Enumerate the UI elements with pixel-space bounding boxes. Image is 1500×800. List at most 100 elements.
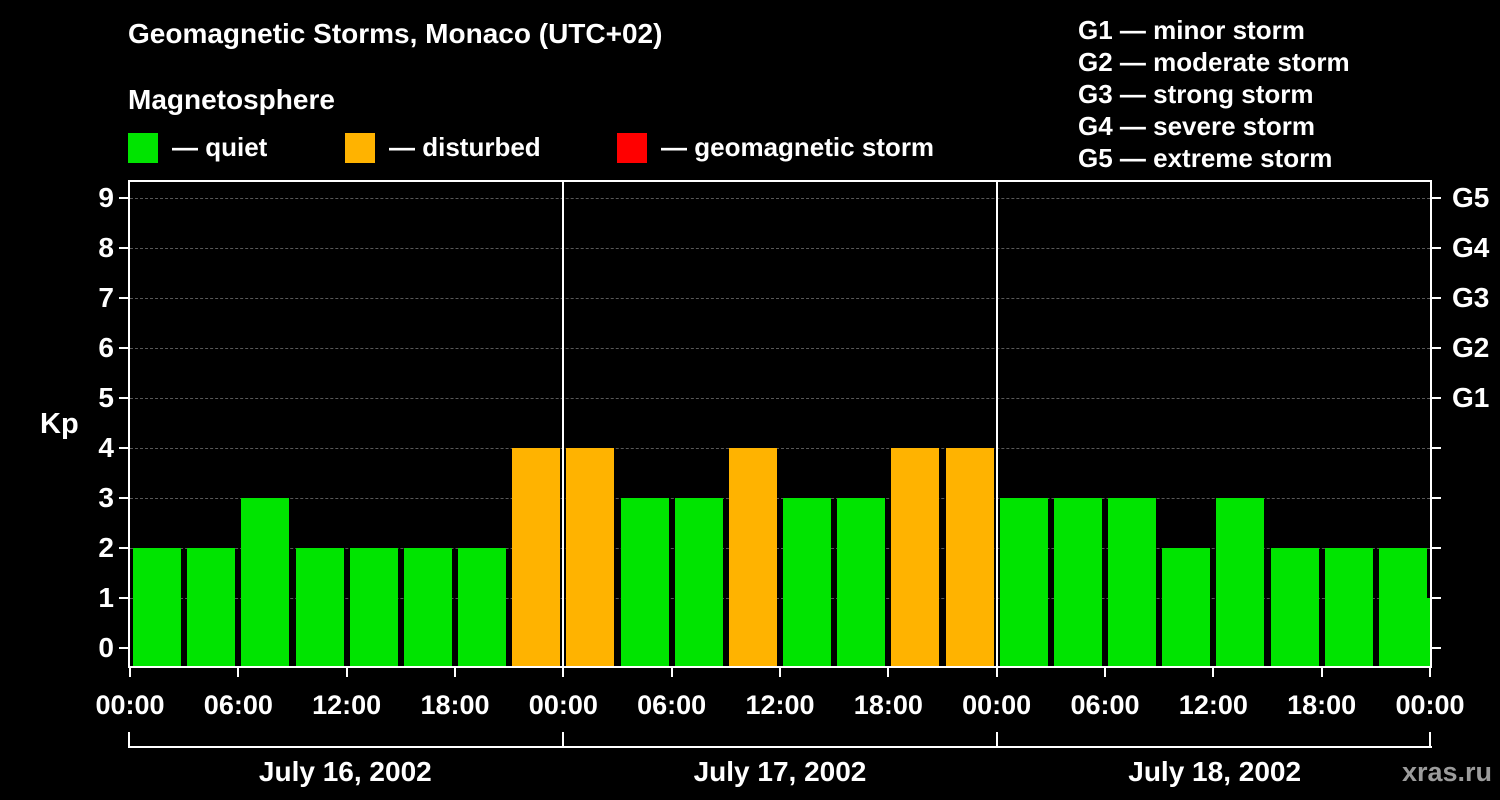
- x-axis-tick: [1104, 668, 1106, 677]
- x-axis-tick: [995, 668, 998, 677]
- x-axis-tick: [1320, 668, 1323, 677]
- kp-bar: [1270, 548, 1319, 666]
- grid-line: [130, 348, 1430, 349]
- storm-scale-item: G4 — severe storm: [1078, 111, 1316, 141]
- y-axis-tick: [119, 547, 128, 549]
- date-axis-tick: [128, 732, 130, 748]
- x-tick-label: 00:00: [962, 690, 1032, 720]
- x-axis-tick: [345, 668, 348, 677]
- grid-line: [130, 298, 1430, 299]
- chart-plot-area: [128, 180, 1432, 668]
- y-tick-label: 9: [98, 182, 114, 213]
- disturbed-swatch: [345, 132, 375, 163]
- y-axis-tick: [1432, 597, 1441, 599]
- kp-bar: [1216, 498, 1265, 666]
- storm-scale-item: G5 — extreme storm: [1078, 143, 1333, 173]
- y-axis-tick: [119, 447, 128, 449]
- storm-scale-item: G1 — minor storm: [1078, 15, 1305, 45]
- legend-label: — disturbed: [389, 132, 541, 162]
- grid-line: [130, 598, 1430, 599]
- kp-bar: [620, 498, 669, 666]
- x-tick-label: 12:00: [745, 690, 815, 720]
- y-axis-tick: [119, 497, 128, 499]
- y-axis-tick: [1432, 447, 1441, 449]
- grid-line: [130, 248, 1430, 249]
- kp-bar: [1108, 498, 1157, 666]
- date-label: July 18, 2002: [1128, 756, 1302, 787]
- x-axis-tick: [237, 668, 240, 677]
- date-axis-tick: [1429, 732, 1431, 748]
- y-axis-tick: [119, 297, 128, 299]
- x-axis-tick: [887, 668, 890, 677]
- grid-line: [130, 448, 1430, 449]
- g-scale-label: G1: [1452, 382, 1490, 413]
- x-axis-tick: [454, 668, 456, 677]
- y-tick-label: 0: [98, 632, 114, 663]
- y-axis-tick: [119, 197, 128, 199]
- x-tick-label: 12:00: [312, 690, 382, 720]
- storm-scale-item: G3 — strong storm: [1078, 79, 1314, 109]
- y-tick-label: 1: [98, 582, 114, 613]
- legend-item: — disturbed: [345, 132, 541, 163]
- x-tick-label: 00:00: [528, 690, 598, 720]
- y-axis-tick: [1432, 347, 1441, 349]
- y-tick-label: 7: [98, 282, 114, 313]
- x-tick-label: 06:00: [1070, 690, 1140, 720]
- grid-line: [130, 548, 1430, 549]
- kp-bar: [891, 448, 940, 666]
- y-axis-tick: [1432, 397, 1441, 399]
- g-scale-label: G4: [1452, 232, 1490, 263]
- kp-bar: [403, 548, 452, 666]
- y-tick-label: 2: [98, 532, 114, 563]
- y-axis-tick: [1432, 197, 1441, 199]
- x-tick-label: 06:00: [203, 690, 273, 720]
- x-axis-tick: [562, 668, 565, 677]
- y-tick-label: 8: [98, 232, 114, 263]
- x-axis-tick: [129, 668, 131, 677]
- kp-bar: [1053, 498, 1102, 666]
- y-axis-tick: [1432, 647, 1441, 649]
- quiet-swatch: [128, 132, 158, 163]
- x-tick-label: 12:00: [1178, 690, 1248, 720]
- grid-line: [130, 198, 1430, 199]
- y-axis-tick: [1432, 547, 1441, 549]
- kp-bar: [837, 498, 886, 666]
- y-tick-label: 4: [98, 432, 114, 463]
- kp-bar: [674, 498, 723, 666]
- kp-bar: [945, 448, 994, 666]
- y-axis-tick: [1432, 297, 1441, 299]
- page-title: Geomagnetic Storms, Monaco (UTC+02): [128, 18, 663, 49]
- y-axis-title: Kp: [40, 408, 79, 440]
- kp-bar: [566, 448, 615, 666]
- y-axis-tick: [1432, 247, 1441, 249]
- legend-label: — quiet: [172, 132, 268, 162]
- kp-bar: [241, 498, 290, 666]
- x-tick-label: 00:00: [1395, 690, 1465, 720]
- watermark: xras.ru: [1401, 757, 1492, 787]
- y-tick-label: 3: [98, 482, 114, 513]
- y-axis-tick: [119, 347, 128, 349]
- x-tick-label: 00:00: [95, 690, 165, 720]
- storm-scale-legend: G1 — minor storm G2 — moderate storm G3 — …: [1078, 14, 1350, 174]
- kp-bar: [999, 498, 1048, 666]
- x-tick-label: 06:00: [637, 690, 707, 720]
- y-axis-tick: [119, 647, 128, 649]
- storm-swatch: [617, 132, 647, 163]
- kp-bar-partial: [1417, 598, 1430, 666]
- x-axis-tick: [1429, 668, 1431, 677]
- g-scale-label: G3: [1452, 282, 1490, 313]
- legend-label: — geomagnetic storm: [661, 132, 935, 162]
- date-label: July 16, 2002: [258, 756, 432, 787]
- kp-bar: [187, 548, 236, 666]
- kp-bar: [133, 548, 182, 666]
- kp-bar: [512, 448, 561, 666]
- y-tick-label: 6: [98, 332, 114, 363]
- grid-line: [130, 498, 1430, 499]
- g-scale-label: G5: [1452, 182, 1490, 213]
- day-boundary-line: [995, 182, 998, 666]
- day-boundary-line: [562, 182, 565, 666]
- kp-bar: [349, 548, 398, 666]
- g-scale-label: G2: [1452, 332, 1490, 363]
